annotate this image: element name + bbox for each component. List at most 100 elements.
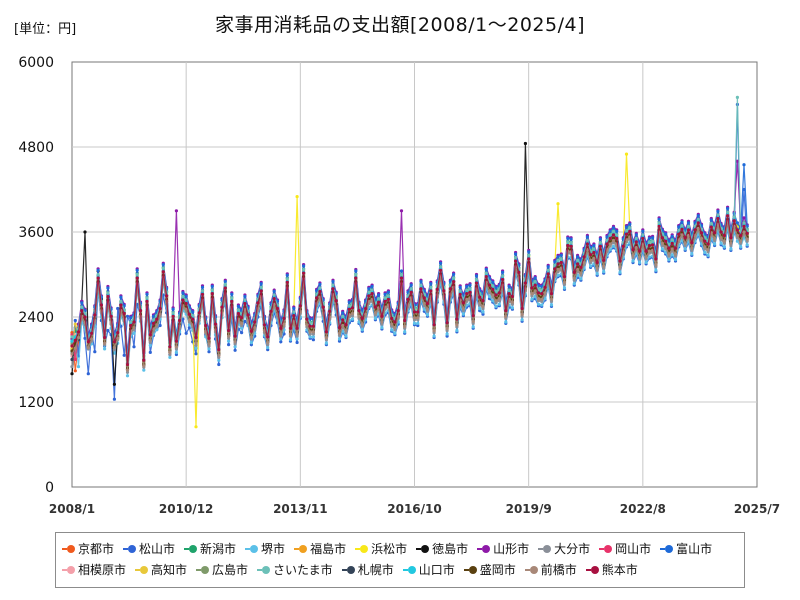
data-point (112, 340, 116, 344)
data-point (350, 317, 355, 321)
data-point (275, 306, 280, 311)
data-point (631, 248, 635, 252)
data-point (651, 236, 655, 240)
legend-label: 浜松市 (371, 542, 408, 556)
data-point (647, 240, 652, 244)
data-point (589, 253, 593, 257)
data-point (86, 372, 90, 376)
data-point (171, 307, 175, 311)
data-point (148, 350, 152, 354)
x-tick-label: 2013/11 (273, 502, 327, 516)
data-point (726, 207, 730, 211)
data-point (103, 341, 107, 345)
data-point (223, 280, 227, 284)
data-point (227, 334, 231, 338)
unit-label: [単位：円] (14, 22, 77, 37)
data-point (654, 268, 658, 272)
data-point (217, 353, 221, 357)
data-point (611, 229, 616, 233)
data-point (611, 244, 616, 248)
data-point (628, 222, 632, 226)
data-point (742, 230, 746, 234)
legend-label: 大分市 (554, 542, 591, 556)
data-point (478, 306, 482, 311)
legend-item: 盛岡市 (463, 560, 516, 579)
data-point (125, 314, 130, 318)
data-point (390, 316, 394, 320)
data-point (364, 306, 368, 311)
data-point (178, 318, 182, 323)
legend-label: 岡山市 (615, 542, 652, 556)
data-point (618, 265, 622, 269)
data-point (311, 324, 315, 328)
data-point (455, 328, 459, 333)
data-point (536, 291, 541, 295)
data-point (611, 233, 616, 237)
data-point (468, 287, 472, 291)
x-tick-label: 2019/9 (506, 502, 552, 516)
data-point (487, 289, 492, 293)
data-point (644, 255, 648, 259)
legend-line (538, 547, 544, 550)
data-point (618, 270, 622, 274)
y-tick-label: 0 (45, 480, 54, 496)
data-point (569, 237, 573, 241)
data-point (566, 236, 570, 240)
data-point (644, 260, 648, 265)
data-point (670, 241, 674, 245)
data-point (579, 265, 583, 269)
data-point (341, 314, 345, 318)
data-point (556, 273, 560, 277)
data-point (403, 324, 407, 328)
data-point (638, 249, 642, 253)
data-point (641, 233, 645, 237)
data-point (481, 312, 485, 316)
legend-marker (665, 544, 674, 553)
data-point (262, 323, 267, 327)
data-point (194, 335, 198, 340)
data-point (673, 258, 678, 262)
data-point (425, 313, 430, 317)
data-point (112, 351, 116, 355)
data-point (155, 323, 159, 327)
data-point (582, 255, 586, 259)
legend-marker (468, 565, 477, 574)
data-point (510, 294, 514, 299)
legend: 京都市 松山市 新潟市 堺市 福島市 浜松市 徳島市 山形市 大分市 岡山市 富山市 相模原市 高知市 広… (55, 532, 745, 588)
data-point (722, 239, 727, 243)
data-point (315, 296, 319, 300)
data-point (478, 301, 482, 305)
data-point (657, 221, 661, 225)
data-point (641, 236, 645, 240)
data-point (660, 236, 665, 240)
series-line (71, 164, 748, 357)
data-point (370, 292, 374, 296)
legend-line (294, 547, 300, 550)
data-point (285, 273, 289, 277)
data-point (125, 362, 130, 367)
data-point (670, 238, 674, 242)
data-point (634, 236, 638, 240)
data-point (468, 283, 472, 287)
data-point (288, 326, 293, 330)
data-point (341, 311, 345, 315)
legend-marker (262, 565, 271, 574)
data-point (354, 272, 358, 277)
data-point (471, 314, 475, 318)
data-point (354, 269, 358, 273)
data-point (510, 306, 514, 310)
data-point (354, 276, 358, 280)
legend-marker (604, 544, 613, 553)
data-point (364, 312, 368, 316)
data-point (383, 299, 387, 303)
data-point (654, 263, 658, 267)
data-point (621, 244, 625, 248)
data-point (73, 346, 77, 350)
data-point (122, 353, 126, 357)
data-point (399, 269, 404, 273)
legend-marker (407, 565, 416, 574)
legend-line (599, 547, 605, 550)
data-point (409, 287, 413, 291)
data-point (266, 340, 270, 345)
data-point (638, 255, 642, 259)
